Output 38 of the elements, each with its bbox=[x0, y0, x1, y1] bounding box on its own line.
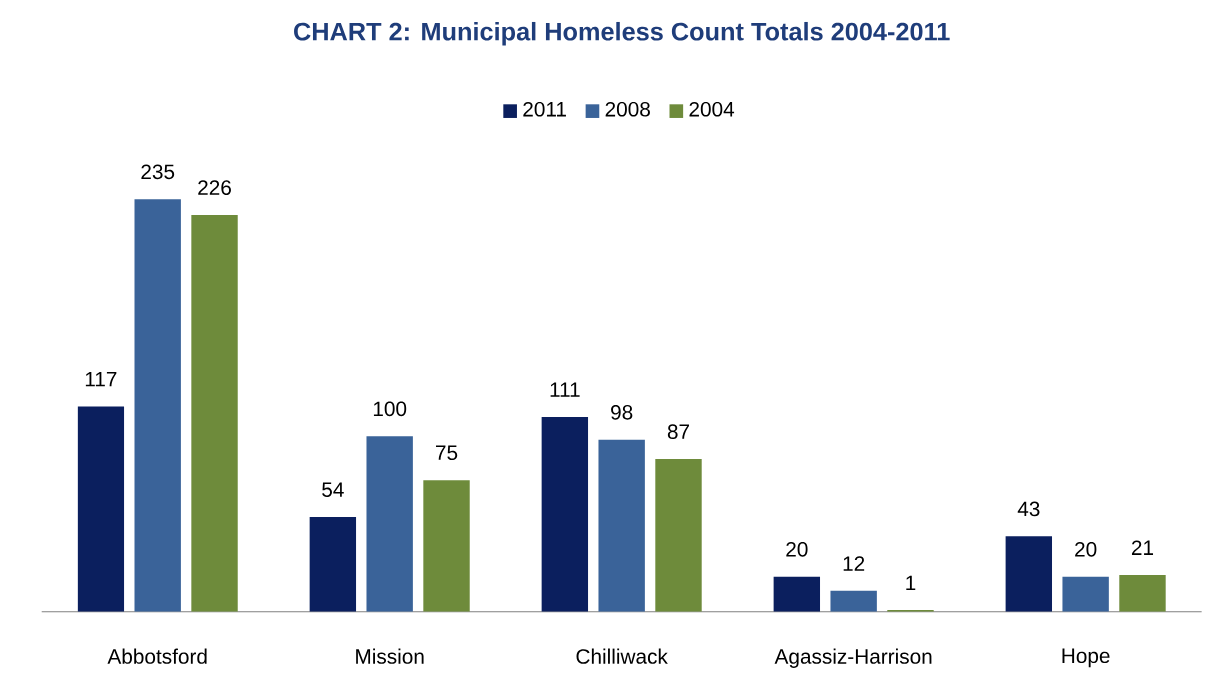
bar bbox=[309, 517, 357, 612]
bar bbox=[598, 439, 645, 612]
legend-label: 2008 bbox=[605, 101, 650, 117]
bar bbox=[1062, 576, 1109, 612]
data-label: 111 bbox=[550, 382, 580, 397]
x-tick-label: Hope bbox=[1062, 648, 1110, 668]
bar bbox=[366, 436, 413, 612]
legend-label: 2011 bbox=[523, 101, 566, 117]
data-label: 1 bbox=[906, 575, 916, 591]
bar bbox=[134, 199, 181, 612]
data-label: 54 bbox=[322, 482, 344, 498]
data-label: 87 bbox=[667, 424, 689, 440]
data-label: 20 bbox=[1075, 542, 1097, 557]
data-label: 21 bbox=[1131, 540, 1154, 555]
bar bbox=[655, 459, 702, 612]
data-label: 12 bbox=[843, 556, 865, 571]
bar bbox=[541, 417, 589, 612]
data-label: 43 bbox=[1017, 501, 1040, 517]
data-label: 20 bbox=[786, 542, 808, 557]
data-label: 75 bbox=[436, 445, 458, 461]
bar bbox=[1119, 575, 1166, 612]
bar bbox=[1005, 536, 1053, 612]
x-tick-label: Chilliwack bbox=[576, 648, 668, 664]
data-label: 235 bbox=[141, 164, 175, 180]
bar bbox=[773, 576, 821, 612]
bar bbox=[830, 590, 877, 612]
legend-label: 2004 bbox=[689, 101, 735, 117]
x-tick-label: Abbotsford bbox=[107, 648, 207, 664]
data-label: 117 bbox=[85, 372, 117, 387]
data-label: 98 bbox=[611, 405, 633, 420]
bar bbox=[77, 406, 125, 612]
chart-title: CHART 2: Municipal Homeless Count Totals 2004-2011 bbox=[294, 22, 950, 46]
bar bbox=[191, 215, 238, 612]
data-label: 226 bbox=[198, 180, 231, 196]
bar bbox=[423, 480, 470, 612]
data-label: 100 bbox=[373, 401, 407, 417]
x-tick-label: Mission bbox=[356, 648, 424, 664]
x-tick-label: Agassiz-Harrison bbox=[774, 648, 932, 669]
